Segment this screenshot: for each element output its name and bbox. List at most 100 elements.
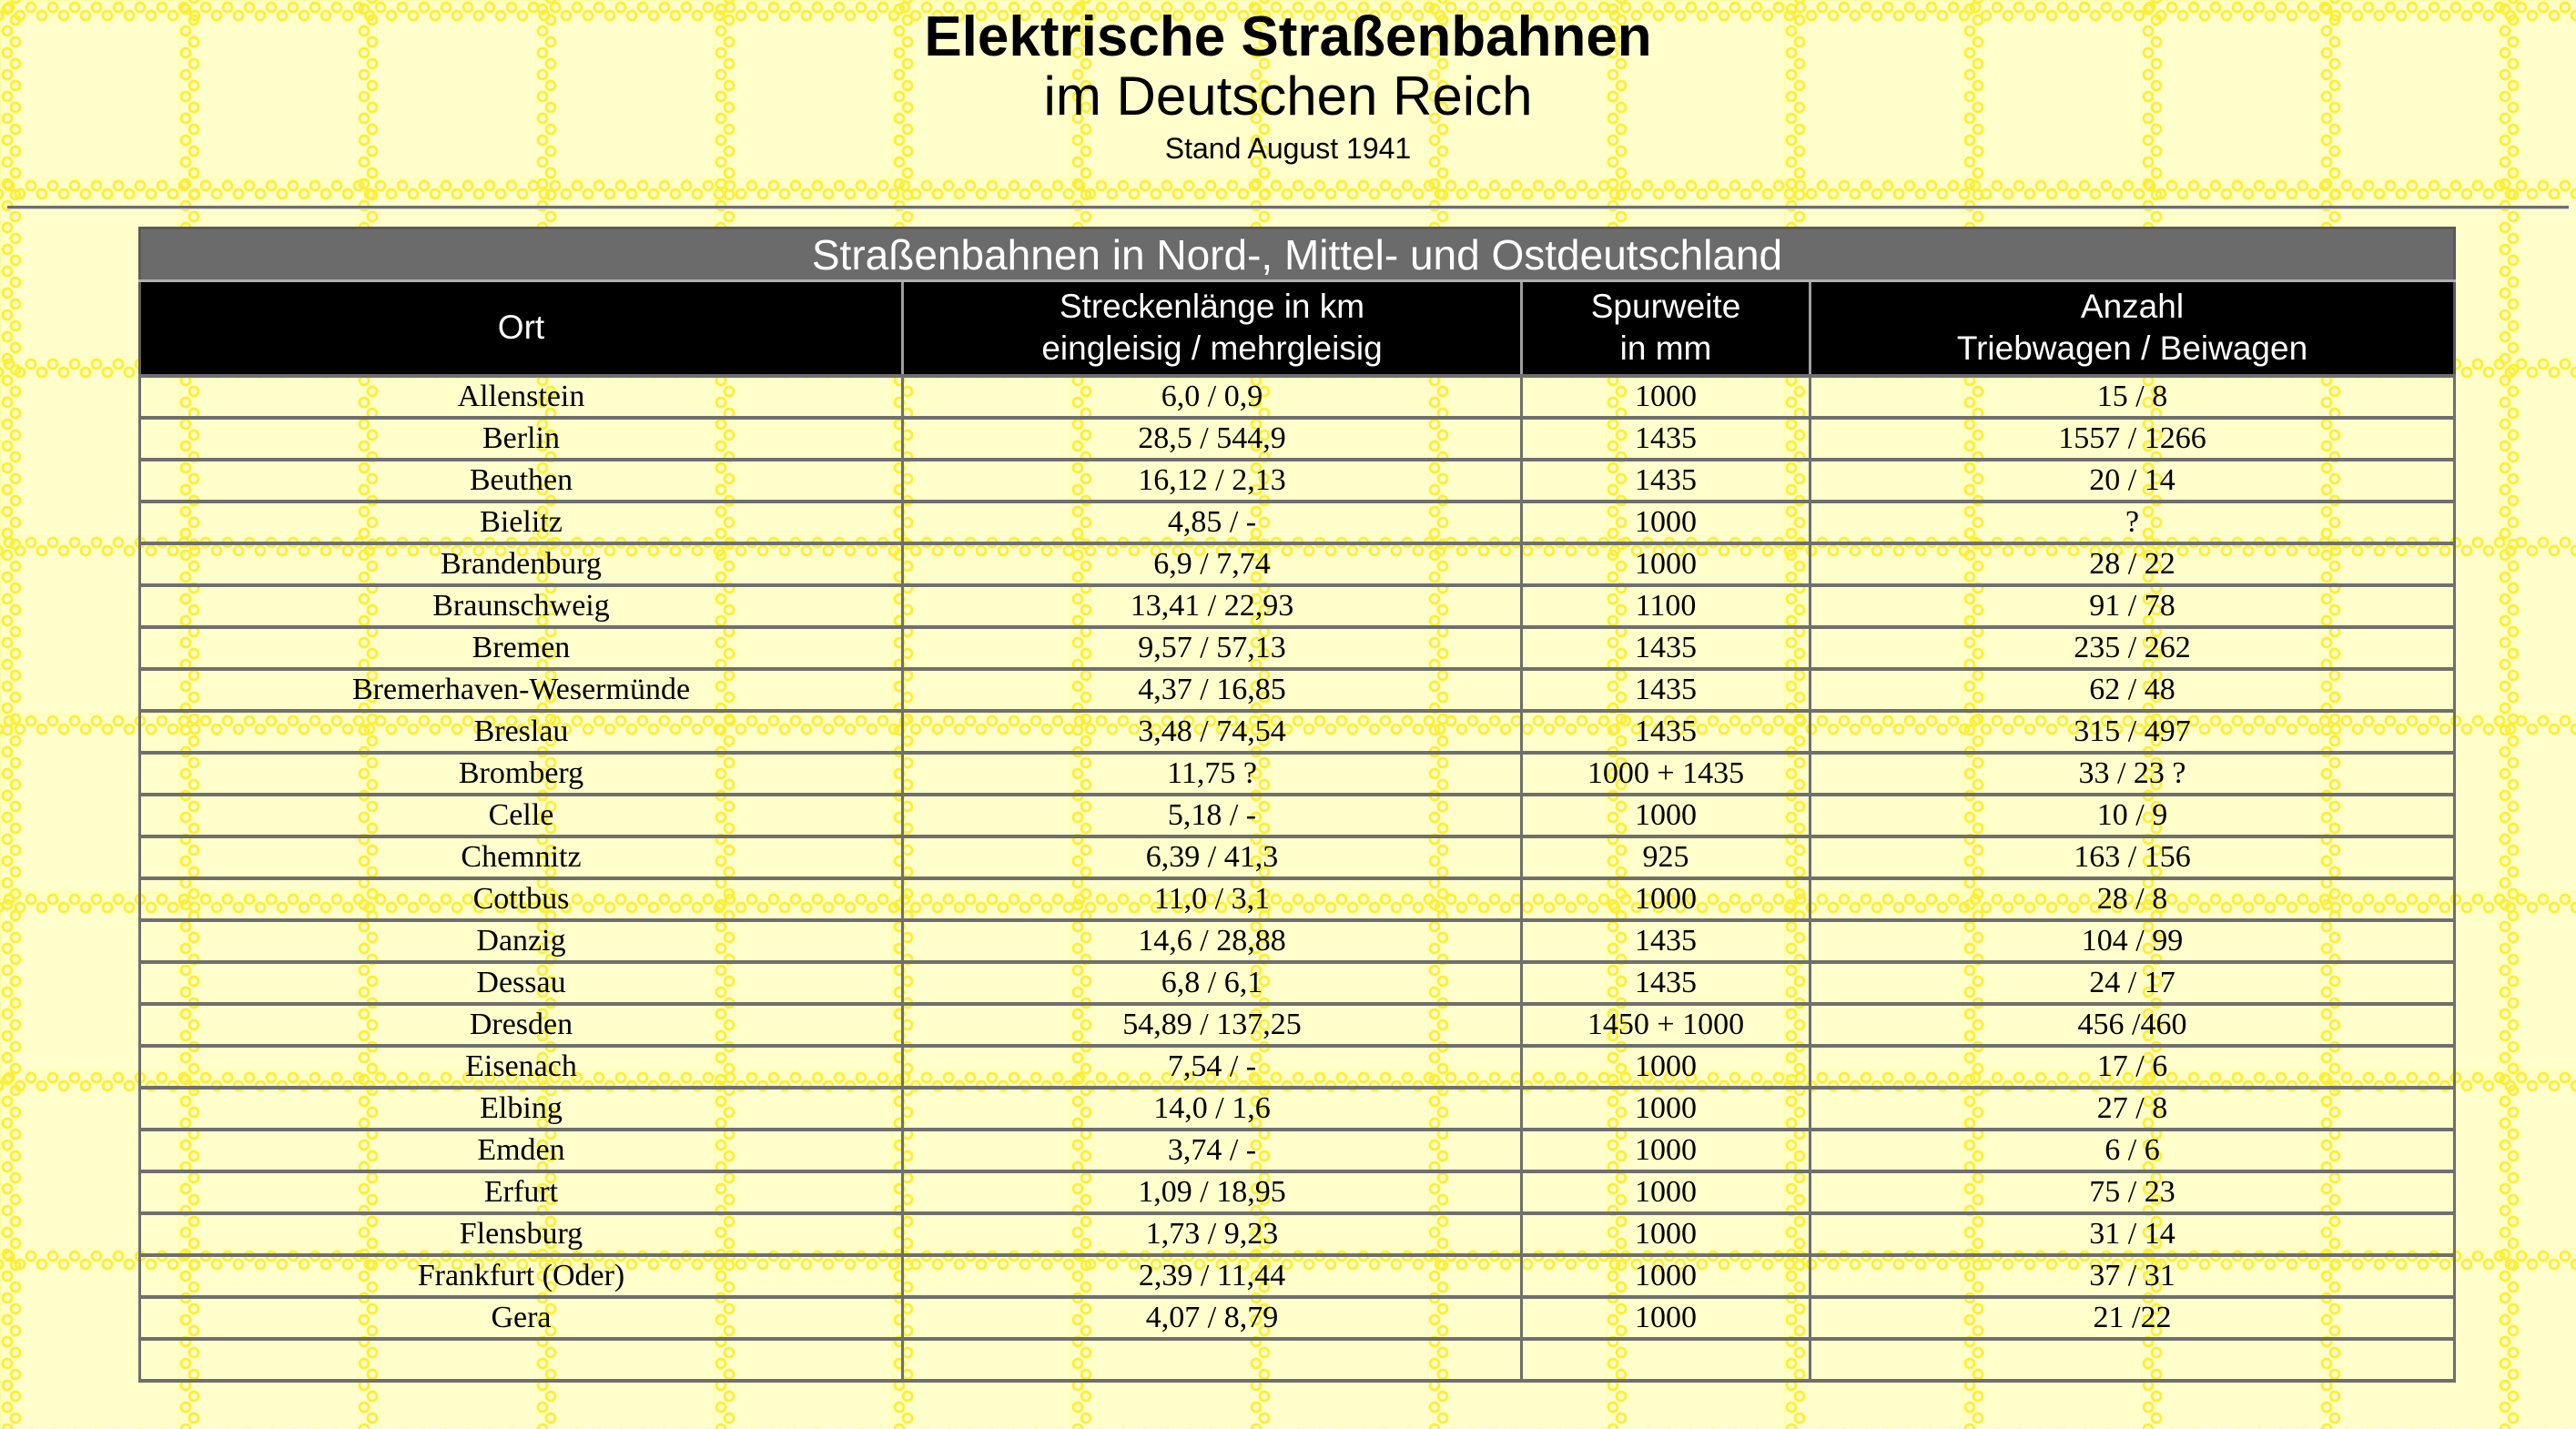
page-title: Elektrische Straßenbahnen	[924, 5, 1652, 68]
cell-anzahl: 163 / 156	[1809, 834, 2456, 880]
cell-ort: Brandenburg	[138, 541, 904, 587]
cell-streckenlaenge: 3,48 / 74,54	[901, 708, 1523, 755]
cell-spurweite: 925	[1520, 834, 1811, 880]
cell-anzahl: 1557 / 1266	[1809, 415, 2456, 461]
table-row: Beuthen 16,12 / 2,13 1435 20 / 14	[138, 457, 2456, 503]
column-header-line1: Spurweite	[1590, 288, 1741, 326]
cell-anzahl: 75 / 23	[1809, 1169, 2456, 1215]
page-date: Stand August 1941	[1164, 132, 1412, 165]
cell-anzahl: 91 / 78	[1809, 583, 2456, 629]
table-row: Braunschweig 13,41 / 22,93 1100 91 / 78	[138, 583, 2456, 629]
cell-ort: Flensburg	[138, 1211, 904, 1257]
table-row: Breslau 3,48 / 74,54 1435 315 / 497	[138, 708, 2456, 755]
cell-spurweite: 1000	[1520, 373, 1811, 420]
cell-ort: Eisenach	[138, 1043, 904, 1089]
cell-spurweite: 1000	[1520, 1252, 1811, 1299]
column-header-anzahl: Anzahl Triebwagen / Beiwagen	[1809, 280, 2455, 378]
cell-spurweite: 1435	[1520, 624, 1811, 671]
cell-streckenlaenge: 13,41 / 22,93	[901, 583, 1523, 629]
cell-anzahl: 28 / 8	[1809, 876, 2456, 922]
cell-ort: Berlin	[138, 415, 904, 461]
cell-spurweite: 1000	[1520, 1169, 1811, 1215]
table-row: Celle 5,18 / -1000 10 / 9	[138, 792, 2456, 838]
cell-streckenlaenge: 6,8 / 6,1	[901, 959, 1523, 1006]
column-header-line1: Ort	[497, 309, 545, 347]
cell-anzahl: 15 / 8	[1809, 373, 2456, 420]
table-row: Bremerhaven-Wesermünde 4,37 / 16,85 1435 62…	[138, 666, 2456, 713]
cell-ort: Erfurt	[138, 1169, 904, 1215]
cell-anzahl: 28 / 22	[1809, 541, 2456, 587]
cell-streckenlaenge: 6,0 / 0,9	[901, 373, 1523, 420]
table-row: Bielitz 4,85 / -1000?	[138, 499, 2456, 545]
cell-ort: Celle	[138, 792, 904, 838]
column-header-line2: Triebwagen / Beiwagen	[1956, 329, 2308, 368]
table-row: Gera 4,07 / 8,79 1000 21 /22	[138, 1294, 2456, 1341]
cell-anzahl: 21 /22	[1809, 1294, 2456, 1341]
column-header-row: Ort Streckenlänge in km eingleisig / mehrg…	[139, 280, 2455, 378]
table-row	[138, 1336, 2456, 1383]
cell-spurweite: 1435	[1520, 666, 1811, 713]
cell-streckenlaenge: 9,57 / 57,13	[901, 624, 1523, 671]
cell-anzahl: ?	[1809, 499, 2456, 545]
cell-streckenlaenge: 28,5 / 544,9	[901, 415, 1523, 461]
section-band-row: Straßenbahnen in Nord-, Mittel- und Ostd…	[139, 228, 2455, 282]
cell-anzahl: 6 / 6	[1809, 1127, 2456, 1173]
table-row: Flensburg 1,73 / 9,23 1000 31 / 14	[138, 1211, 2456, 1257]
cell-anzahl: 17 / 6	[1809, 1043, 2456, 1089]
title-divider	[7, 206, 2569, 209]
cell-ort: Gera	[138, 1294, 904, 1341]
table-row: Chemnitz 6,39 / 41,3 925 163 / 156	[138, 834, 2456, 880]
cell-anzahl: 104 / 99	[1809, 917, 2456, 964]
cell-ort: Bremerhaven-Wesermünde	[138, 666, 904, 713]
cell-ort: Breslau	[138, 708, 904, 755]
cell-spurweite: 1000	[1520, 792, 1811, 838]
cell-spurweite: 1435	[1520, 415, 1811, 461]
tram-table: Straßenbahnen in Nord-, Mittel- und Ostd…	[138, 227, 2456, 1383]
table-row: Erfurt 1,09 / 18,95 1000 75 / 23	[138, 1169, 2456, 1215]
cell-streckenlaenge: 11,0 / 3,1	[901, 876, 1523, 922]
table-row: Danzig 14,6 / 28,88 1435 104 / 99	[138, 917, 2456, 964]
cell-anzahl: 315 / 497	[1809, 708, 2456, 755]
cell-spurweite: 1000	[1520, 1085, 1811, 1131]
cell-spurweite: 1435	[1520, 959, 1811, 1006]
cell-spurweite: 1450 + 1000	[1520, 1001, 1811, 1048]
column-header-line1: Streckenlänge in km	[1059, 288, 1365, 326]
cell-spurweite: 1100	[1520, 583, 1811, 629]
cell-streckenlaenge: 7,54 / -	[901, 1043, 1523, 1089]
cell-streckenlaenge: 4,37 / 16,85	[901, 666, 1523, 713]
table-row: Brandenburg 6,9 / 7,74 1000 28 / 22	[138, 541, 2456, 587]
cell-anzahl	[1809, 1336, 2456, 1383]
cell-spurweite: 1000	[1520, 541, 1811, 587]
cell-spurweite: 1000	[1520, 499, 1811, 545]
cell-anzahl: 456 /460	[1809, 1001, 2456, 1048]
table-body: Allenstein 6,0 / 0,9 1000 15 / 8 Berlin 28,5 …	[138, 373, 2456, 1383]
cell-ort	[138, 1336, 904, 1383]
page-header: Elektrische Straßenbahnen im Deutschen R…	[0, 0, 2576, 167]
cell-anzahl: 33 / 23 ?	[1809, 750, 2456, 796]
cell-ort: Dresden	[138, 1001, 904, 1048]
cell-spurweite: 1000	[1520, 876, 1811, 922]
table-row: Dessau 6,8 / 6,1 1435 24 / 17	[138, 959, 2456, 1006]
cell-spurweite: 1435	[1520, 708, 1811, 755]
cell-anzahl: 31 / 14	[1809, 1211, 2456, 1257]
cell-streckenlaenge: 6,39 / 41,3	[901, 834, 1523, 880]
cell-ort: Bielitz	[138, 499, 904, 545]
cell-ort: Elbing	[138, 1085, 904, 1131]
column-header-streckenlaenge: Streckenlänge in km eingleisig / mehrglei…	[901, 280, 1522, 378]
cell-ort: Danzig	[138, 917, 904, 964]
cell-ort: Cottbus	[138, 876, 904, 922]
table-section-title: Straßenbahnen in Nord-, Mittel- und Ostd…	[139, 228, 2455, 282]
page-subtitle: im Deutschen Reich	[1043, 66, 1533, 127]
column-header-ort: Ort	[139, 280, 903, 378]
cell-streckenlaenge	[901, 1336, 1523, 1383]
column-header-line2: eingleisig / mehrgleisig	[1041, 329, 1383, 368]
cell-anzahl: 27 / 8	[1809, 1085, 2456, 1131]
cell-ort: Dessau	[138, 959, 904, 1006]
cell-spurweite: 1435	[1520, 457, 1811, 503]
cell-streckenlaenge: 2,39 / 11,44	[901, 1252, 1523, 1299]
cell-spurweite: 1000 + 1435	[1520, 750, 1811, 796]
cell-streckenlaenge: 14,0 / 1,6	[901, 1085, 1523, 1131]
cell-streckenlaenge: 4,85 / -	[901, 499, 1523, 545]
cell-anzahl: 20 / 14	[1809, 457, 2456, 503]
cell-ort: Braunschweig	[138, 583, 904, 629]
